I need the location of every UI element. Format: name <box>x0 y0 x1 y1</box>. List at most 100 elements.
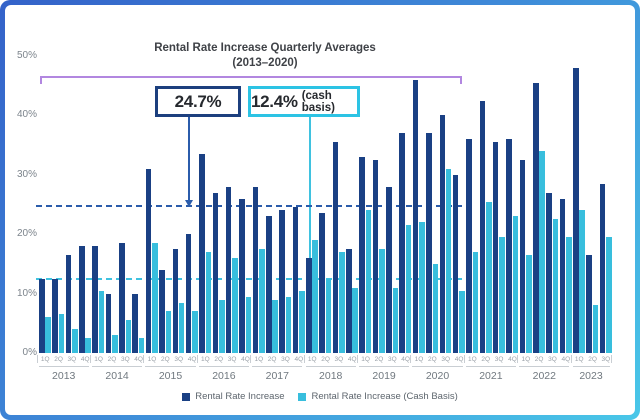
bar-rental-rate-increase-cash-basis <box>152 243 158 353</box>
x-axis-quarter-label: 1Q <box>307 356 317 363</box>
bar-rental-rate-increase <box>52 278 58 353</box>
x-axis-year-label: 2015 <box>158 370 183 382</box>
bar-rental-rate-increase-cash-basis <box>405 225 412 353</box>
x-axis-quarter-label: 4Q <box>347 356 357 363</box>
x-axis-quarter-label: 4Q <box>294 356 304 363</box>
x-axis-year-underline <box>198 366 250 367</box>
x-axis-quarter-label: 1Q <box>201 356 210 363</box>
average-suffix-cash-basis: (cash basis) <box>301 89 335 114</box>
bar-rental-rate-increase-cash-basis <box>272 299 278 353</box>
bar-rental-rate-increase-cash-basis <box>499 237 505 353</box>
bar-rental-rate-increase-cash-basis <box>472 252 479 353</box>
x-axis-year-separator <box>303 355 305 363</box>
average-callout-rental-rate: 24.7% <box>155 86 241 117</box>
reference-line-cash-basis <box>36 278 462 281</box>
bar-rental-rate-increase-cash-basis <box>485 201 492 353</box>
chart-title-line2: (2013–2020) <box>232 56 298 69</box>
x-axis-quarter-label: 3Q <box>387 356 397 363</box>
bar-rental-rate-increase-cash-basis <box>445 168 452 353</box>
y-axis-label: 10% <box>16 287 37 299</box>
y-axis-label: 50% <box>16 50 37 61</box>
legend-item-cash-basis: Rental Rate Increase (Cash Basis) <box>298 391 458 402</box>
x-axis-year-label: 2018 <box>319 370 343 382</box>
y-axis-label: 0% <box>22 347 37 358</box>
bar-rental-rate-increase-cash-basis <box>299 290 305 353</box>
x-axis-quarter-label: 3Q <box>441 356 451 363</box>
bar-rental-rate-increase <box>279 210 285 353</box>
bar-rental-rate-increase <box>292 207 299 353</box>
x-axis-quarter-label: 2Q <box>374 356 384 363</box>
bar-rental-rate-increase-cash-basis <box>606 237 612 353</box>
x-axis-year-separator <box>89 355 91 363</box>
bar-rental-rate-increase <box>145 168 152 353</box>
bar-rental-rate-increase-cash-basis <box>352 287 359 353</box>
x-axis-year-separator <box>610 355 612 363</box>
x-axis-quarter-label: 3Q <box>601 356 611 363</box>
bar-rental-rate-increase-cash-basis <box>419 222 425 353</box>
bar-rental-rate-increase <box>212 192 219 353</box>
x-axis-quarter-label: 3Q <box>67 356 77 363</box>
bar-rental-rate-increase <box>105 293 112 353</box>
y-axis-label: 40% <box>16 109 37 121</box>
x-axis-year-label: 2023 <box>579 370 603 382</box>
y-axis-label: 30% <box>16 168 37 180</box>
bar-rental-rate-increase <box>466 139 472 353</box>
plot-area <box>5 5 635 415</box>
bar-rental-rate-increase-cash-basis <box>112 335 118 353</box>
x-axis-quarter-label: 3Q <box>120 356 130 363</box>
bar-rental-rate-increase-cash-basis <box>539 151 545 353</box>
bar-rental-rate-increase <box>506 139 512 353</box>
chart-legend: Rental Rate Increase Rental Rate Increas… <box>5 391 635 402</box>
bar-rental-rate-increase-cash-basis <box>165 311 172 353</box>
x-axis-quarter-label: 3Q <box>227 356 237 363</box>
x-axis-year-separator <box>570 355 572 363</box>
bar-rental-rate-increase-cash-basis <box>85 338 92 353</box>
x-axis-year-underline <box>91 366 143 367</box>
x-axis-year-label: 2013 <box>52 370 76 382</box>
x-axis-quarter-label: 2Q <box>214 356 224 363</box>
average-callout-cash-basis: 12.4% (cash basis) <box>248 86 360 117</box>
bar-rental-rate-increase <box>159 269 165 353</box>
chart-canvas: Rental Rate Increase Quarterly Averages … <box>5 5 635 415</box>
x-axis-year-separator <box>410 355 412 363</box>
x-axis-year-separator <box>36 355 38 363</box>
bar-rental-rate-increase <box>573 67 579 353</box>
average-value-cash-basis: 12.4% <box>251 91 298 111</box>
period-bracket-right-tick <box>460 76 462 84</box>
bar-rental-rate-increase-cash-basis <box>552 219 559 353</box>
x-axis-quarter-label: 2Q <box>321 356 330 363</box>
x-axis-year-underline <box>252 366 303 367</box>
bar-rental-rate-increase <box>439 115 446 353</box>
bar-rental-rate-increase <box>492 142 499 353</box>
x-axis-year-separator <box>517 355 519 363</box>
bar-rental-rate-increase <box>119 243 125 353</box>
x-axis-quarter-label: 2Q <box>107 356 117 363</box>
x-axis-quarter-label: 3Q <box>334 356 344 363</box>
bar-rental-rate-increase <box>519 159 526 353</box>
bar-rental-rate-increase <box>252 186 259 353</box>
bar-rental-rate-increase <box>265 216 272 353</box>
chart-title: Rental Rate Increase Quarterly Averages … <box>100 41 430 71</box>
bar-rental-rate-increase <box>65 254 72 353</box>
bar-rental-rate-increase <box>546 192 552 353</box>
bar-rental-rate-increase-cash-basis <box>325 278 332 353</box>
bar-rental-rate-increase <box>359 156 365 353</box>
bar-rental-rate-increase <box>412 79 419 353</box>
bar-rental-rate-increase-cash-basis <box>379 249 385 353</box>
bar-rental-rate-increase <box>426 133 432 353</box>
y-axis-label: 20% <box>16 228 37 240</box>
bar-rental-rate-increase <box>319 213 325 353</box>
x-axis-quarter-label: 4Q <box>561 356 571 363</box>
x-axis-year-underline <box>305 366 356 367</box>
bar-rental-rate-increase <box>199 154 205 353</box>
bar-rental-rate-increase-cash-basis <box>512 216 519 353</box>
x-axis-quarter-label: 3Q <box>281 356 290 363</box>
bar-rental-rate-increase-cash-basis <box>218 299 225 353</box>
x-axis-quarter-label: 2Q <box>481 356 491 363</box>
x-axis-year-label: 2017 <box>265 370 289 382</box>
bar-rental-rate-increase-cash-basis <box>232 257 238 353</box>
legend-label-rental-rate: Rental Rate Increase <box>195 391 285 402</box>
bar-rental-rate-increase-cash-basis <box>245 296 252 353</box>
bar-rental-rate-increase <box>225 186 232 353</box>
x-axis-year-separator <box>250 355 252 363</box>
